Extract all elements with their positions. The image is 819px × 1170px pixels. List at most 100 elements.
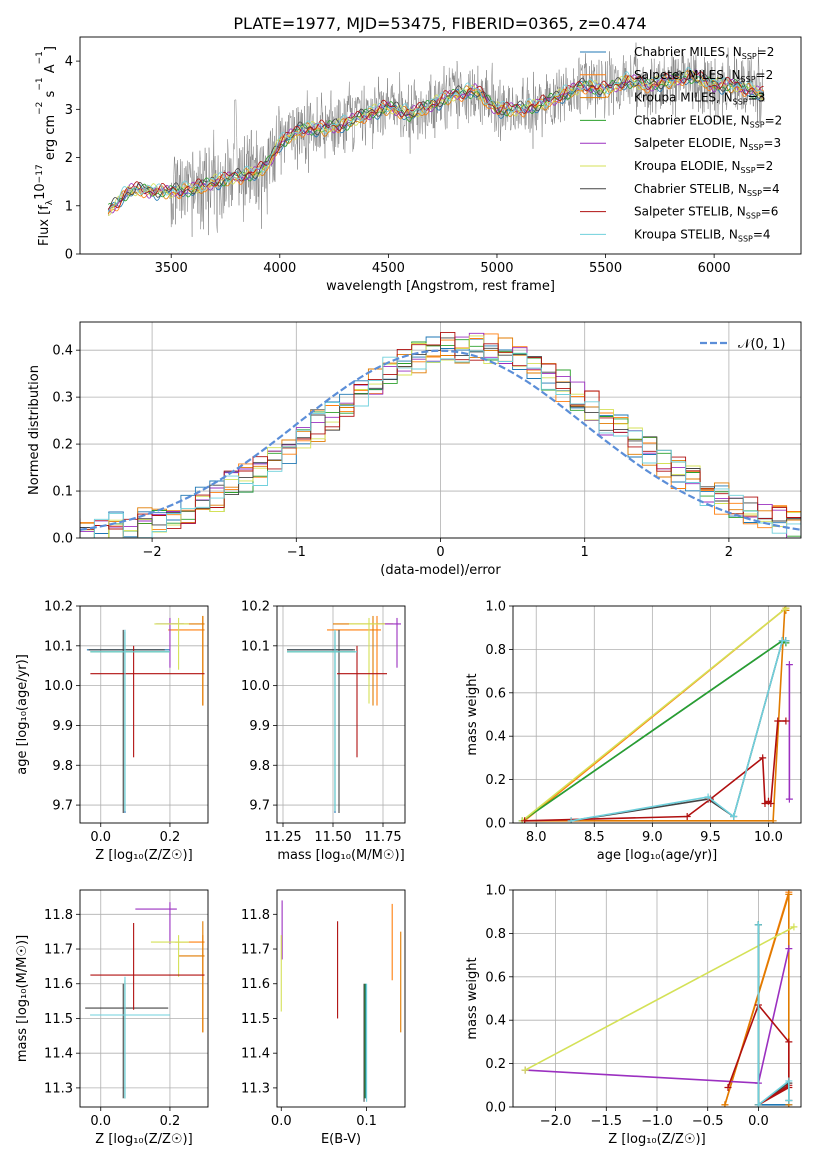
legend-subscript: SSP [733, 98, 748, 107]
x-axis-label: age [log₁₀(age/yr)] [597, 848, 718, 863]
age_vs_mass-panel: 11.25 11.50 11.75 9.7 9.8 9.9 10.0 10.1 10.2 mass… [241, 600, 406, 863]
y-axis-label: age [log₁₀(age/yr)] [15, 654, 30, 775]
x-tick-label: 11.75 [364, 830, 401, 845]
model-spectrum-line [107, 66, 764, 213]
legend-subscript: SSP [738, 234, 753, 243]
x-tick-label: 11.50 [314, 830, 351, 845]
legend-entry: Salpeter STELIB, NSSP=6 [634, 205, 778, 221]
y-tick-label: 11.3 [241, 1081, 270, 1096]
mass-weight-marker [790, 923, 798, 931]
y-axis-label: Normed distribution [27, 365, 42, 495]
residuals-panel: −2 −1 0 1 2 0.0 0.1 0.2 0.3 0.4 (data-model)/error… [27, 321, 802, 578]
x-axis-label: Z [log₁₀(Z/Z☉)] [608, 1132, 705, 1147]
legend-model-name: Chabrier MILES, N [634, 45, 742, 59]
weight_vs_age-panel: 8.0 8.5 9.0 9.5 10.0 0.0 0.2 0.4 0.6 0.8 1.0 age [l… [465, 600, 802, 863]
mass-weight-marker [704, 793, 712, 801]
mass-weight-marker [785, 661, 793, 669]
legend-model-name: Kroupa ELODIE, N [634, 159, 741, 173]
axes-frame [512, 605, 802, 824]
y-tick-label: 0.2 [52, 438, 73, 453]
mass-weight-marker [785, 945, 793, 953]
y-tick-label: 11.6 [241, 977, 270, 992]
residual-histogram [80, 337, 801, 538]
axes-frame [276, 605, 406, 824]
legend-subscript: SSP [741, 166, 756, 175]
axes-frame [276, 889, 406, 1108]
y-tick-label: 11.8 [241, 908, 270, 923]
legend-entry: Kroupa STELIB, NSSP=4 [634, 227, 771, 243]
spectrum-panel: 3500 4000 4500 5000 5500 6000 0 1 2 3 4 wavelength … [33, 36, 802, 294]
y-tick-label: 11.4 [44, 1047, 73, 1062]
y-tick-label: 0.0 [485, 817, 506, 832]
mass-weight-line [724, 894, 790, 1106]
x-tick-label: 0.0 [90, 830, 111, 845]
mass-weight-marker [754, 1101, 762, 1107]
age_vs_Z-plot-area [86, 615, 205, 814]
axes-frame [79, 889, 209, 1108]
y-axis-label-part: 10 [33, 183, 48, 200]
mass-weight-marker [785, 1038, 793, 1046]
legend-nssp: =3 [763, 136, 781, 150]
y-tick-label: 10.0 [241, 679, 270, 694]
y-axis-label-part: −17 [35, 164, 45, 183]
y-tick-label: 0 [65, 248, 73, 263]
y-tick-label: 11.5 [44, 1012, 73, 1027]
y-axis-label-part: −1 [35, 77, 45, 90]
y-tick-label: 11.7 [44, 943, 73, 958]
y-tick-label: 0.6 [485, 686, 506, 701]
y-tick-label: 0.1 [52, 485, 73, 500]
legend-nssp: =2 [756, 68, 774, 82]
y-tick-label: 0.4 [485, 1014, 506, 1029]
mass-weight-marker [785, 795, 793, 803]
mass-weight-line [524, 926, 795, 1071]
y-tick-label: 1.0 [485, 884, 506, 899]
y-tick-label: 1.0 [485, 600, 506, 615]
x-tick-label: 0.0 [90, 1114, 111, 1129]
y-tick-label: 0.2 [485, 1057, 506, 1072]
x-tick-label: 8.5 [584, 830, 605, 845]
legend-entry: Kroupa ELODIE, NSSP=2 [634, 159, 773, 175]
y-axis-label: mass weight [465, 673, 480, 755]
legend-model-name: Kroupa STELIB, N [634, 227, 738, 241]
y-tick-label: 11.7 [241, 943, 270, 958]
x-tick-label: 6000 [698, 261, 731, 276]
legend-model-name: Salpeter STELIB, N [634, 205, 746, 219]
legend-nssp: =4 [762, 182, 780, 196]
mass-weight-line [521, 607, 787, 822]
mass-weight-marker [782, 606, 790, 612]
axes-frame [79, 605, 209, 824]
y-axis-label-part: erg cm [43, 115, 58, 164]
y-tick-label: 0.6 [485, 970, 506, 985]
x-tick-label: 0.1 [356, 1114, 377, 1129]
model-spectrum-line [107, 71, 764, 210]
x-tick-label: −2 [143, 545, 162, 560]
y-tick-label: 0.4 [485, 730, 506, 745]
mass-weight-marker [759, 754, 767, 762]
mass_vs_Z-panel: 0.0 0.2 11.3 11.4 11.5 11.6 11.7 11.8 Z [log₁₀(Z… [15, 889, 209, 1147]
x-tick-label: 0.0 [748, 1114, 769, 1129]
mass-weight-marker [782, 717, 790, 725]
y-tick-label: 10.1 [241, 639, 270, 654]
y-tick-label: 0.4 [52, 344, 73, 359]
x-tick-label: 2 [725, 545, 733, 560]
weight_vs_Z-plot-area [521, 890, 798, 1107]
legend-subscript: SSP [742, 52, 757, 61]
mass_vs_ebv-plot-area [280, 900, 402, 1102]
legend-model-name: Chabrier ELODIE, N [634, 113, 750, 127]
y-tick-label: 0.0 [485, 1101, 506, 1116]
age_vs_Z-panel: 0.0 0.2 9.7 9.8 9.9 10.0 10.1 10.2 Z [log₁₀(Z/Z☉… [15, 600, 209, 863]
y-axis-label: Flux [fλ10−17 erg cm−2 s−1 A−1] [33, 46, 58, 246]
y-tick-label: 9.8 [249, 759, 270, 774]
axes-frame [79, 36, 802, 255]
mass-weight-marker [769, 817, 777, 823]
mass-weight-marker [767, 799, 775, 807]
x-tick-label: 3500 [155, 261, 188, 276]
y-axis-label-part: Flux [f [37, 205, 52, 246]
mass-weight-marker [724, 1083, 732, 1091]
mass-weight-marker [567, 817, 575, 823]
legend-subscript: SSP [741, 75, 756, 84]
legend-nssp: =3 [748, 91, 766, 105]
legend-entry: 𝒩(0, 1) [738, 337, 785, 352]
x-tick-label: 5500 [589, 261, 622, 276]
